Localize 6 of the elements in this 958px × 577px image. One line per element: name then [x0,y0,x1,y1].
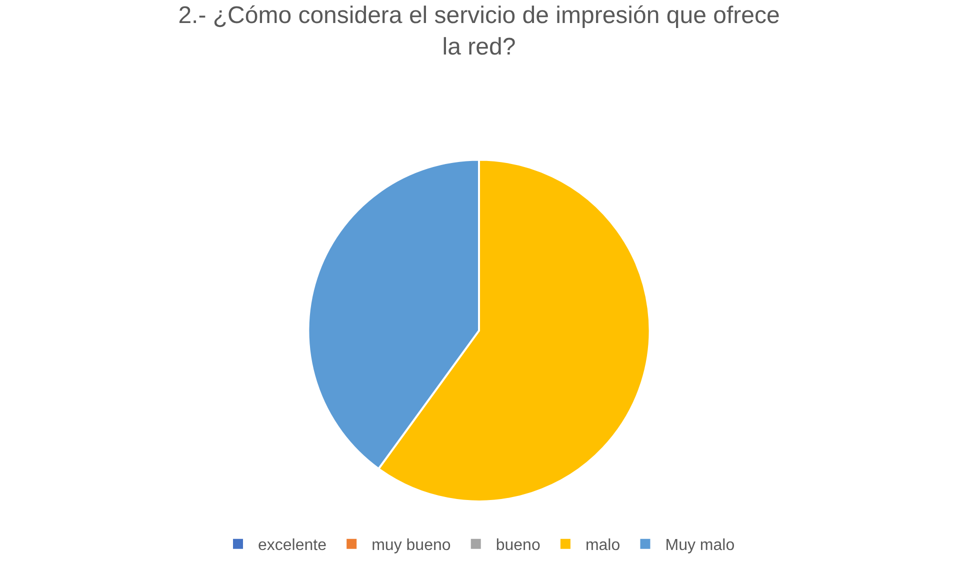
legend-label: Muy malo [665,537,735,554]
legend-label: malo [585,537,620,554]
legend-label: excelente [258,537,327,554]
chart-title: 2.- ¿Cómo considera el servicio de impresión que ofrece la red? [178,2,780,60]
legend-label: bueno [496,537,540,554]
legend-label: muy bueno [372,537,451,554]
